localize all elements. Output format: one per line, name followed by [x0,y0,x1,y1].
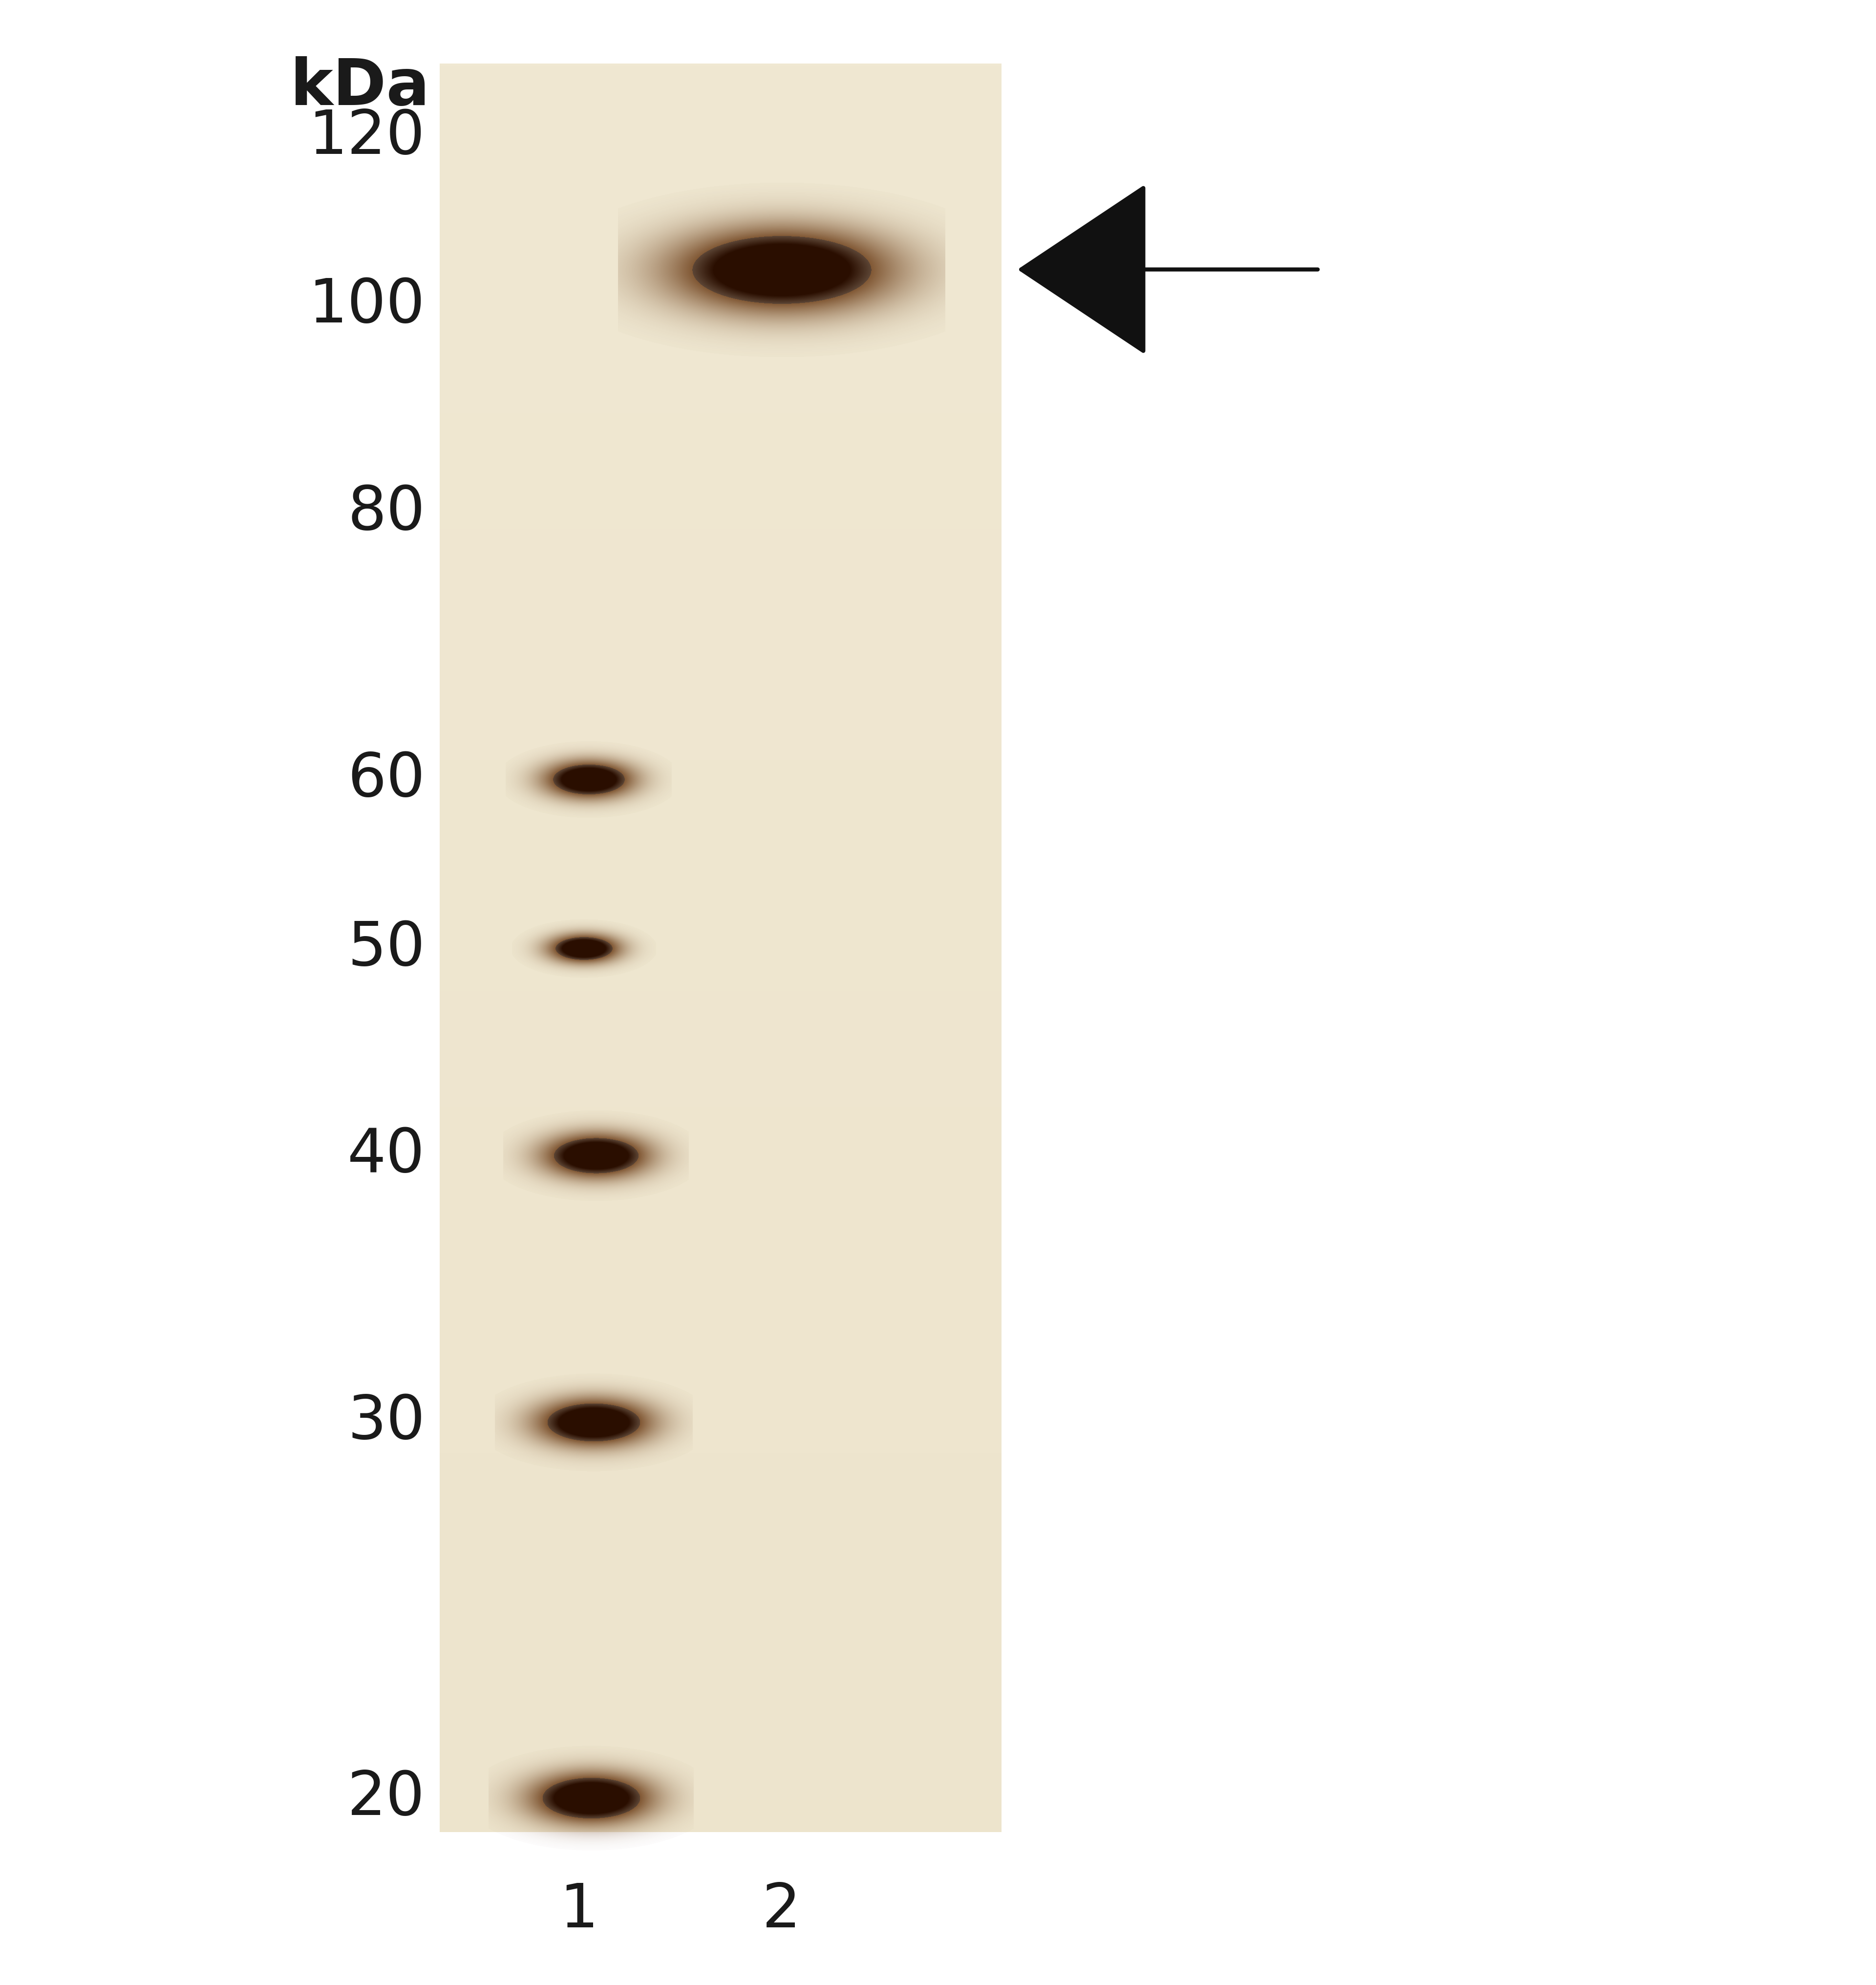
Text: 50: 50 [347,919,426,979]
Text: 60: 60 [347,750,426,810]
Text: 30: 30 [347,1391,426,1451]
Text: 80: 80 [347,482,426,542]
Text: 1: 1 [559,1882,598,1939]
Text: 40: 40 [347,1125,426,1185]
Text: kDa: kDa [291,56,430,119]
Text: 2: 2 [762,1882,801,1939]
Text: 100: 100 [308,276,426,335]
Text: 120: 120 [308,107,426,167]
Text: 20: 20 [347,1769,426,1828]
